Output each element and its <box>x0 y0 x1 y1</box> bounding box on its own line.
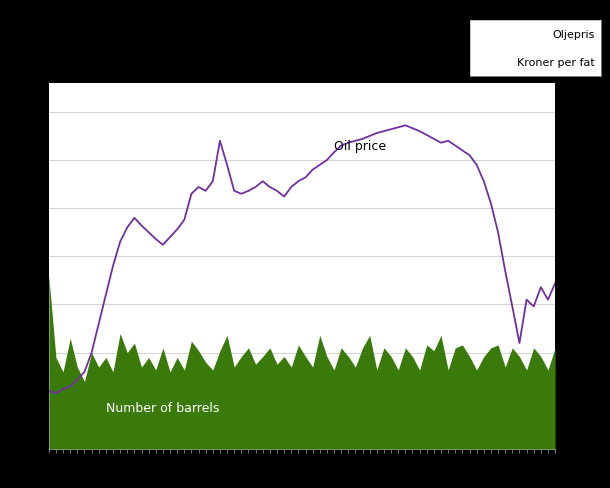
Text: Oil price: Oil price <box>334 141 386 153</box>
Text: Oljepris: Oljepris <box>552 30 594 40</box>
Text: Number of barrels: Number of barrels <box>106 403 219 415</box>
Text: Kroner per fat: Kroner per fat <box>517 58 594 68</box>
